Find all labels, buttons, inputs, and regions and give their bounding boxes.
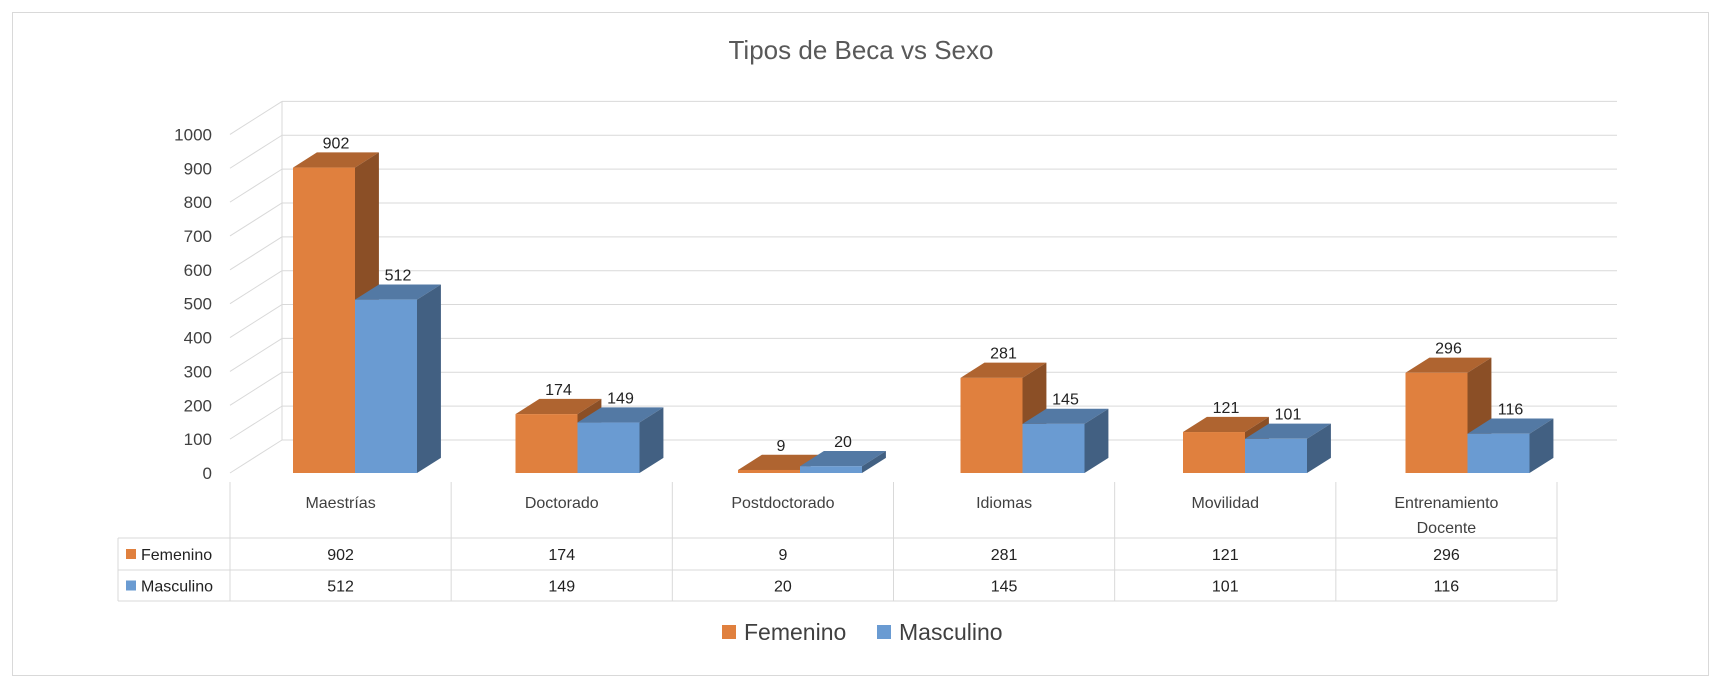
chart-frame <box>12 12 1709 676</box>
y-tick-label: 800 <box>184 193 212 212</box>
bar <box>960 377 1023 473</box>
data-label: 149 <box>607 390 634 407</box>
bar-top <box>577 407 664 423</box>
bar-top <box>1467 418 1554 434</box>
bar <box>355 299 417 473</box>
legend-label: Femenino <box>744 619 846 645</box>
data-label: 20 <box>834 434 852 451</box>
bar <box>1183 432 1245 473</box>
table-cell: 9 <box>778 547 787 564</box>
bar-top <box>960 362 1047 378</box>
bar <box>1022 423 1085 473</box>
gridline-side <box>229 405 283 440</box>
data-label: 174 <box>545 382 572 399</box>
bar-side <box>417 284 441 473</box>
y-tick-label: 700 <box>184 227 212 246</box>
table-series-name: Femenino <box>141 547 212 564</box>
gridline-side <box>229 202 283 237</box>
category-label: Entrenamiento <box>1394 495 1498 512</box>
category-label-line2: Docente <box>1417 520 1477 537</box>
category-label: Maestrías <box>305 495 375 512</box>
table-cell: 902 <box>327 547 354 564</box>
data-label: 296 <box>1435 341 1462 358</box>
legend-key <box>877 625 891 639</box>
data-label: 101 <box>1275 407 1302 424</box>
bar-side <box>1084 408 1109 473</box>
bar <box>1245 438 1307 473</box>
category-label: Movilidad <box>1191 495 1259 512</box>
y-tick-label: 600 <box>184 261 212 280</box>
gridline-side <box>229 304 283 338</box>
category-label: Doctorado <box>525 495 599 512</box>
bar <box>800 466 862 473</box>
bar-top <box>293 152 379 168</box>
data-label: 121 <box>1213 400 1240 417</box>
legend-key <box>722 625 736 639</box>
y-tick-label: 200 <box>184 396 212 415</box>
table-legend-key <box>126 580 136 591</box>
y-tick-label: 0 <box>203 464 212 483</box>
bar-top <box>1022 408 1109 424</box>
bar-top <box>355 284 441 300</box>
category-label: Postdoctorado <box>731 495 834 512</box>
data-label: 116 <box>1498 402 1524 419</box>
bar <box>738 469 800 473</box>
table-cell: 101 <box>1212 579 1239 596</box>
table-cell: 296 <box>1433 547 1460 564</box>
y-tick-label: 300 <box>184 362 212 381</box>
category-label: Idiomas <box>976 495 1032 512</box>
data-table: Maestrías Doctorado Postdoctorado Idiomas Mo… <box>117 482 1558 602</box>
gridline-side <box>229 134 283 169</box>
gridline-side <box>229 439 283 474</box>
chart-title: Tipos de Beca vs Sexo <box>729 35 994 65</box>
bar-top <box>800 451 886 467</box>
bar <box>577 422 640 473</box>
bar <box>293 167 355 473</box>
bar-side <box>639 407 664 473</box>
gridline-side <box>229 371 283 406</box>
data-labels: 902 512 174 149 9 20 281 145 121 101 296 116 <box>323 135 1524 454</box>
bar-side <box>862 451 886 473</box>
gridline-side <box>229 337 283 372</box>
legend-label: Masculino <box>899 619 1003 645</box>
bar-side <box>1307 423 1331 473</box>
table-series-name: Masculino <box>141 579 213 596</box>
table-cell: 149 <box>548 579 575 596</box>
table-cell: 116 <box>1434 579 1460 596</box>
bar-top <box>1405 357 1492 373</box>
bar <box>1467 433 1530 473</box>
y-tick-label: 400 <box>184 329 212 348</box>
table-cell: 512 <box>327 579 354 596</box>
gridline-side <box>229 236 283 271</box>
data-label: 902 <box>323 135 350 152</box>
y-tick-label: 1000 <box>174 125 212 144</box>
gridline-side <box>229 100 283 135</box>
bar-top <box>1245 423 1331 439</box>
y-tick-label: 900 <box>184 159 212 178</box>
table-cell: 20 <box>774 579 792 596</box>
table-cell: 174 <box>548 547 575 564</box>
gridline-side <box>229 270 283 305</box>
legend: Femenino Masculino <box>722 619 1003 645</box>
y-tick-label: 500 <box>184 295 212 314</box>
data-label: 145 <box>1052 392 1079 409</box>
y-tick-label: 100 <box>184 430 212 449</box>
data-label: 9 <box>777 438 786 455</box>
table-cell: 121 <box>1212 547 1239 564</box>
table-cell: 145 <box>991 579 1018 596</box>
gridline-side <box>229 168 283 203</box>
table-legend-key <box>126 549 136 559</box>
bars <box>293 152 1554 473</box>
bar-top <box>1183 416 1269 433</box>
gridlines <box>229 100 1617 474</box>
bar-top <box>515 398 602 415</box>
data-label: 281 <box>990 346 1017 363</box>
bar <box>1405 372 1468 473</box>
y-axis: 0 100 200 300 400 500 600 700 800 900 1000 <box>174 125 212 483</box>
data-label: 512 <box>385 267 412 284</box>
table-cell: 281 <box>991 547 1018 564</box>
bar <box>515 414 578 473</box>
bar-side <box>1529 418 1554 473</box>
